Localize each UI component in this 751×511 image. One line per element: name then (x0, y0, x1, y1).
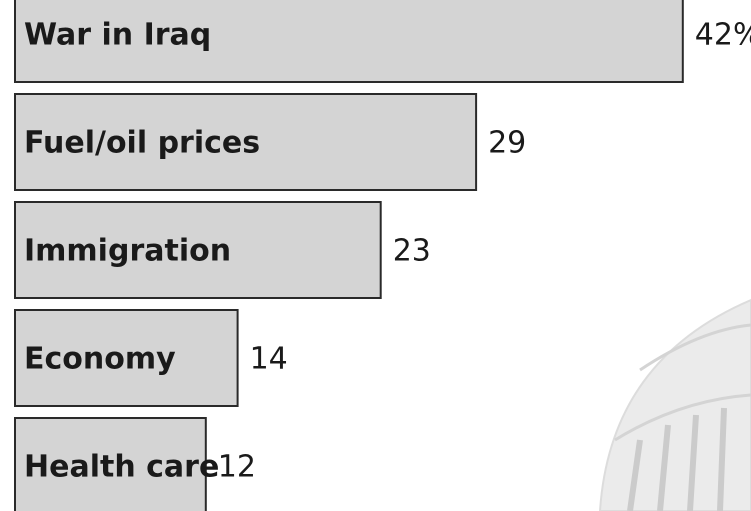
bar (14, 309, 239, 407)
category-label: Immigration (24, 234, 231, 269)
category-label: Health care (24, 450, 219, 485)
bar (14, 201, 382, 299)
dome-illustration (598, 298, 751, 511)
bar (14, 93, 478, 191)
value-label: 23 (393, 234, 431, 269)
bar (14, 0, 684, 83)
category-label: Economy (24, 342, 176, 377)
value-label: 42% (695, 18, 751, 53)
category-label: War in Iraq (24, 18, 211, 53)
value-label: 12 (218, 450, 256, 485)
category-label: Fuel/oil prices (24, 126, 260, 161)
bar (14, 417, 207, 511)
value-label: 29 (488, 126, 526, 161)
value-label: 14 (250, 342, 288, 377)
